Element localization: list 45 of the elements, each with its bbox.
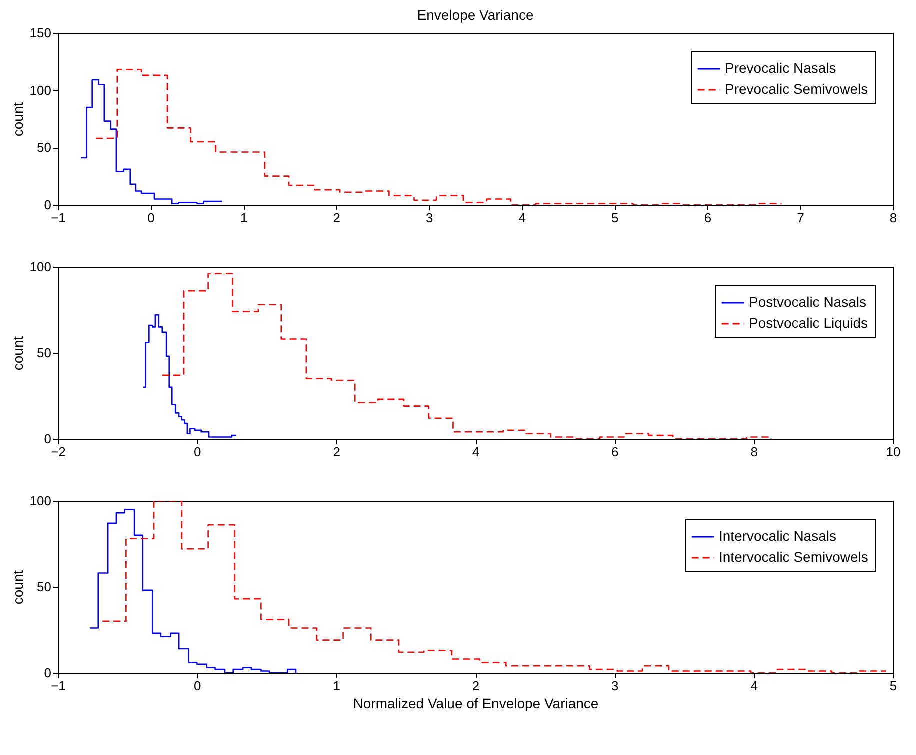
x-tick-label: 6 bbox=[704, 210, 712, 226]
x-tick-label: 8 bbox=[750, 444, 758, 460]
x-tick-label: 2 bbox=[472, 678, 480, 694]
x-tick-label: 0 bbox=[194, 678, 202, 694]
y-tick-label: 0 bbox=[44, 198, 52, 212]
y-tick-label: 100 bbox=[30, 260, 52, 274]
y-tick-label: 0 bbox=[44, 666, 52, 680]
x-tick-label: 4 bbox=[518, 210, 526, 226]
x-tick-label: 0 bbox=[148, 210, 155, 226]
y-tick-label: 50 bbox=[37, 580, 52, 594]
y-axis-title: count bbox=[10, 102, 26, 137]
x-tick-label: 5 bbox=[612, 210, 619, 226]
x-tick-label: 2 bbox=[333, 210, 340, 226]
x-tick-label: 4 bbox=[472, 444, 480, 460]
x-tick-label: 6 bbox=[612, 444, 619, 460]
x-tick-label: 10 bbox=[886, 444, 901, 460]
y-tick-label: 50 bbox=[37, 346, 52, 360]
y-axis-title: count bbox=[10, 570, 26, 605]
y-axis-title: count bbox=[10, 336, 26, 371]
y-tick-label: 0 bbox=[44, 432, 52, 446]
legend-label: Intervocalic Nasals bbox=[719, 528, 836, 544]
x-tick-label: 8 bbox=[890, 210, 898, 226]
x-tick-label: 7 bbox=[797, 210, 804, 226]
legend-label: Intervocalic Semivowels bbox=[719, 549, 868, 565]
x-axis-title: Normalized Value of Envelope Variance bbox=[353, 696, 599, 712]
x-tick-label: 3 bbox=[426, 210, 434, 226]
x-tick-label: 5 bbox=[890, 678, 898, 694]
legend-label: Prevocalic Semivowels bbox=[725, 81, 868, 97]
legend-label: Prevocalic Nasals bbox=[725, 60, 836, 76]
chart-title: Envelope Variance bbox=[417, 7, 534, 23]
legend-label: Postvocalic Liquids bbox=[749, 315, 868, 331]
y-tick-label: 100 bbox=[30, 494, 52, 508]
y-tick-label: 150 bbox=[30, 26, 52, 40]
x-tick-label: 3 bbox=[612, 678, 619, 694]
x-tick-label: −1 bbox=[51, 210, 66, 226]
x-tick-label: 2 bbox=[333, 444, 340, 460]
legend-label: Postvocalic Nasals bbox=[749, 294, 866, 310]
x-tick-label: −1 bbox=[51, 678, 66, 694]
y-tick-label: 100 bbox=[30, 82, 52, 98]
x-tick-label: 1 bbox=[240, 210, 248, 226]
x-tick-label: 0 bbox=[194, 444, 202, 460]
x-tick-label: 1 bbox=[333, 678, 340, 694]
y-tick-label: 50 bbox=[37, 140, 52, 156]
x-tick-label: −2 bbox=[51, 444, 66, 460]
x-tick-label: 4 bbox=[750, 678, 758, 694]
